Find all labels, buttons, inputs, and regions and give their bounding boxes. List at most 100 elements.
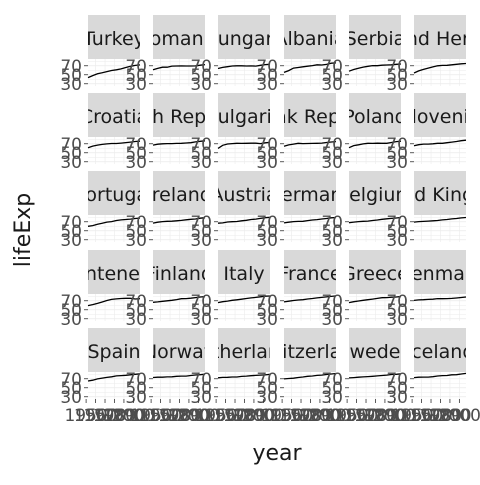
facet-strip <box>284 15 336 59</box>
facet-strip <box>88 93 140 137</box>
series-line <box>87 297 141 307</box>
y-tick-label: 70 <box>60 370 82 390</box>
y-tick-label: 50 <box>190 222 212 242</box>
y-tick-label: 70 <box>60 292 82 312</box>
facet-strip <box>153 93 205 137</box>
facet-strip <box>414 171 466 215</box>
facet-plot-area <box>284 215 336 242</box>
y-tick-label: 30 <box>386 231 408 251</box>
series-line <box>283 372 337 380</box>
x-tick-label: 1950 <box>64 406 107 426</box>
series-line <box>217 141 271 149</box>
facet-strip-label: Croatia <box>80 106 148 128</box>
facet-plot-area <box>284 59 336 86</box>
facet-strip <box>414 15 466 59</box>
facet-strip-label: Belgium <box>336 184 414 206</box>
x-tick-label: 1960 <box>270 406 313 426</box>
y-tick-label: 50 <box>190 301 212 321</box>
x-tick-label: 1980 <box>419 406 462 426</box>
y-tick-label: 70 <box>60 57 82 77</box>
y-tick-label: 30 <box>60 153 82 173</box>
y-tick-label: 30 <box>321 388 343 408</box>
y-tick-label: 70 <box>60 213 82 233</box>
facet-strip-label: Switzerland <box>255 341 366 363</box>
x-tick-label: 1970 <box>83 406 126 426</box>
facet-panels: Turkey305070Romania305070Hungary305070Al… <box>60 15 480 408</box>
facet-strip-label: Norway <box>143 341 215 363</box>
x-tick-label: 1990 <box>298 406 341 426</box>
x-tick-label: 1980 <box>93 406 136 426</box>
x-tick-label: 1970 <box>148 406 191 426</box>
series-line <box>217 216 271 224</box>
series-line <box>87 140 141 149</box>
y-tick-label: 30 <box>386 153 408 173</box>
series-line <box>217 295 271 304</box>
series-line <box>217 373 271 379</box>
x-tick-label: 1990 <box>363 406 406 426</box>
facet-strip <box>284 93 336 137</box>
y-tick-label: 30 <box>60 388 82 408</box>
y-tick-label: 70 <box>386 213 408 233</box>
facet-strip-label: Finland <box>145 263 213 285</box>
y-tick-label: 70 <box>125 292 147 312</box>
y-tick-label: 50 <box>190 379 212 399</box>
x-tick-label: 2000 <box>438 406 480 426</box>
x-tick-label: 1970 <box>213 406 256 426</box>
facet-strip-label: Bosnia and Herzegovina <box>325 28 480 50</box>
x-tick-label: 2000 <box>242 406 285 426</box>
series-line <box>348 140 402 149</box>
x-tick-label: 1960 <box>139 406 182 426</box>
series-line <box>87 64 141 79</box>
y-tick-label: 70 <box>256 135 278 155</box>
x-tick-label: 1980 <box>354 406 397 426</box>
y-tick-label: 70 <box>256 292 278 312</box>
y-axis-title: lifeExp <box>11 193 36 267</box>
facet-plot-area <box>349 59 401 86</box>
series-line <box>87 373 141 382</box>
y-tick-label: 70 <box>125 213 147 233</box>
y-tick-label: 70 <box>321 213 343 233</box>
facet-strip <box>284 328 336 372</box>
y-tick-label: 50 <box>386 144 408 164</box>
facet-strip <box>414 93 466 137</box>
series-line <box>413 372 467 379</box>
y-tick-label: 30 <box>321 231 343 251</box>
facet-strip-label: Albania <box>275 28 346 50</box>
series-line <box>283 295 337 303</box>
facet-strip-label: Poland <box>343 106 406 128</box>
x-tick-label: 2000 <box>373 406 416 426</box>
series-line <box>348 216 402 224</box>
series-line <box>152 295 206 303</box>
facet-strip-label: Italy <box>223 263 264 285</box>
y-tick-label: 30 <box>125 75 147 95</box>
x-tick-label: 1950 <box>194 406 237 426</box>
x-tick-label: 1990 <box>102 406 145 426</box>
facet-strip-label: Denmark <box>396 263 480 285</box>
y-tick-label: 50 <box>256 379 278 399</box>
y-tick-label: 30 <box>125 153 147 173</box>
y-tick-label: 50 <box>60 379 82 399</box>
y-tick-label: 70 <box>321 57 343 77</box>
facet-strip-label: Slovenia <box>400 106 480 128</box>
y-tick-label: 50 <box>386 222 408 242</box>
y-tick-label: 30 <box>256 75 278 95</box>
x-tick-label: 1960 <box>335 406 378 426</box>
facet-plot-area <box>414 59 466 86</box>
y-tick-label: 50 <box>60 144 82 164</box>
y-tick-label: 30 <box>256 310 278 330</box>
